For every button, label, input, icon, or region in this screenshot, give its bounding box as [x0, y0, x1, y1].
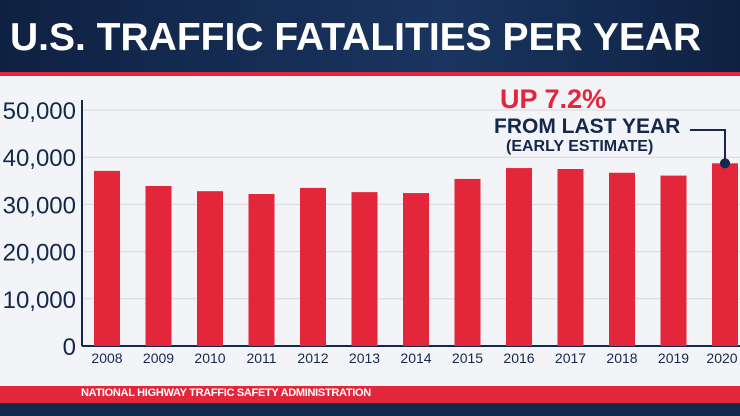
bar — [248, 194, 275, 346]
annotation-early-estimate: (EARLY ESTIMATE) — [506, 138, 654, 155]
bar — [197, 191, 223, 346]
y-tick-label: 40,000 — [3, 145, 76, 172]
x-tick-label: 2010 — [194, 350, 225, 366]
source-label: NATIONAL HIGHWAY TRAFFIC SAFETY ADMINIST… — [81, 387, 371, 399]
bar — [557, 169, 584, 346]
annotation-from-last-year: FROM LAST YEAR — [494, 115, 681, 138]
bottom-band — [0, 403, 740, 416]
chart-title: U.S. TRAFFIC FATALITIES PER YEAR — [10, 16, 702, 59]
bar — [403, 193, 429, 346]
source-band: NATIONAL HIGHWAY TRAFFIC SAFETY ADMINIST… — [0, 386, 740, 403]
bar — [351, 192, 378, 346]
y-tick-label: 10,000 — [3, 287, 76, 314]
x-tick-label: 2011 — [246, 350, 276, 366]
x-tick-label: 2008 — [91, 350, 122, 366]
title-band: U.S. TRAFFIC FATALITIES PER YEAR — [0, 0, 740, 72]
x-tick-label: 2013 — [349, 350, 380, 366]
bar — [609, 172, 635, 346]
bar — [145, 185, 172, 346]
x-tick-label: 2020 — [706, 350, 737, 366]
bar — [454, 178, 481, 346]
x-tick-label: 2012 — [297, 350, 328, 366]
y-tick-label: 50,000 — [3, 98, 76, 125]
x-tick-label: 2016 — [503, 350, 534, 366]
bar — [300, 187, 326, 346]
divider — [0, 72, 740, 76]
x-tick-label: 2014 — [400, 350, 431, 366]
bar — [660, 175, 687, 346]
y-tick-label: 20,000 — [3, 240, 76, 267]
x-tick-label: 2019 — [658, 350, 689, 366]
bar — [506, 168, 532, 346]
x-tick-label: 2018 — [606, 350, 637, 366]
annotation-leader-line — [690, 129, 726, 164]
annotation-dot — [720, 158, 730, 169]
y-tick-label: 0 — [63, 334, 76, 361]
x-tick-label: 2009 — [143, 350, 174, 366]
x-tick-label: 2015 — [452, 350, 483, 366]
annotation-increase: UP 7.2% — [500, 84, 607, 114]
bar — [94, 170, 120, 346]
x-tick-label: 2017 — [555, 350, 586, 366]
y-tick-label: 30,000 — [3, 192, 76, 219]
bar — [712, 163, 738, 346]
